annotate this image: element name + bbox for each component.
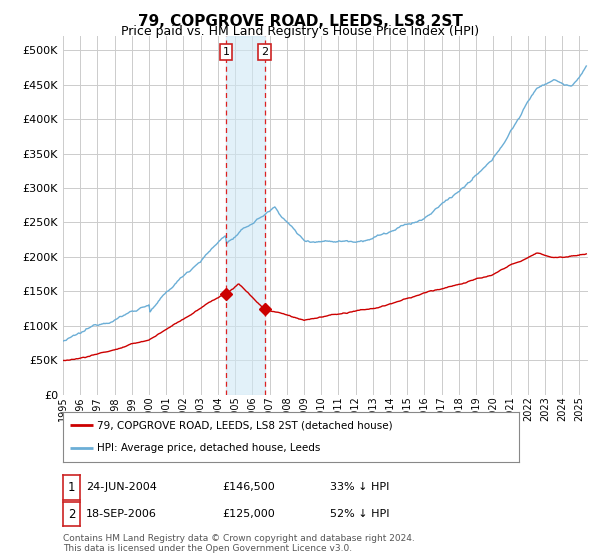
Text: Contains HM Land Registry data © Crown copyright and database right 2024.
This d: Contains HM Land Registry data © Crown c… [63, 534, 415, 553]
Text: 33% ↓ HPI: 33% ↓ HPI [330, 482, 389, 492]
Text: 24-JUN-2004: 24-JUN-2004 [86, 482, 157, 492]
Bar [226, 36, 265, 395]
Text: HPI: Average price, detached house, Leeds: HPI: Average price, detached house, Leed… [97, 444, 320, 454]
Text: 52% ↓ HPI: 52% ↓ HPI [330, 509, 389, 519]
Text: 79, COPGROVE ROAD, LEEDS, LS8 2ST: 79, COPGROVE ROAD, LEEDS, LS8 2ST [137, 14, 463, 29]
Text: 79, COPGROVE ROAD, LEEDS, LS8 2ST (detached house): 79, COPGROVE ROAD, LEEDS, LS8 2ST (detac… [97, 420, 393, 430]
Text: £146,500: £146,500 [222, 482, 275, 492]
Text: 2: 2 [261, 47, 268, 57]
Text: 1: 1 [223, 47, 230, 57]
Text: £125,000: £125,000 [222, 509, 275, 519]
Text: Price paid vs. HM Land Registry's House Price Index (HPI): Price paid vs. HM Land Registry's House … [121, 25, 479, 38]
Text: 2: 2 [68, 507, 75, 521]
Text: 1: 1 [68, 480, 75, 494]
Text: 18-SEP-2006: 18-SEP-2006 [86, 509, 157, 519]
